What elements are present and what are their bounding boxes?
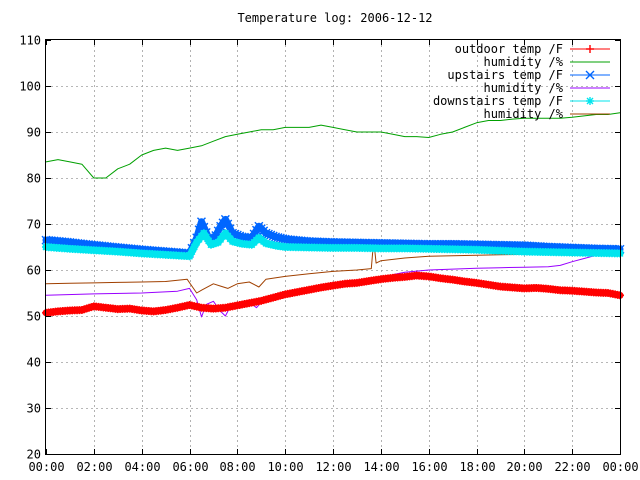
y-tick-label: 100 — [19, 80, 41, 94]
data-point — [232, 230, 242, 240]
series-4-downstairs-temp-f — [42, 229, 624, 261]
data-point — [190, 243, 199, 251]
plot-frame — [45, 39, 621, 455]
legend-entry: upstairs temp /F — [447, 68, 610, 82]
data-point — [209, 239, 218, 248]
y-tick-label: 50 — [27, 310, 41, 324]
data-point — [261, 228, 271, 238]
y-tick-label: 110 — [19, 34, 41, 48]
x-tick-label: 12:00 — [315, 460, 351, 474]
y-axis: 20 30 40 50 60 70 80 90 100 110 — [19, 34, 41, 462]
series-1-humidity — [45, 112, 621, 179]
data-point — [199, 229, 208, 238]
x-tick-label: 06:00 — [172, 460, 208, 474]
y-tick-label: 40 — [27, 356, 41, 370]
series-5-humidity — [45, 239, 621, 294]
y-tick-label: 60 — [27, 264, 41, 278]
data-point — [185, 252, 194, 261]
legend-label: humidity /% — [484, 55, 564, 69]
data-point — [266, 230, 276, 240]
y-tick-label: 30 — [27, 402, 41, 416]
data-point — [211, 239, 220, 248]
series-line — [45, 112, 621, 179]
legend-label: humidity /% — [484, 107, 564, 121]
legend-label: downstairs temp /F — [433, 94, 563, 108]
x-tick-label: 18:00 — [459, 460, 495, 474]
x-tick-label: 10:00 — [267, 460, 303, 474]
x-tick-label: 08:00 — [219, 460, 255, 474]
data-point — [263, 229, 273, 239]
tick-marks — [46, 40, 621, 455]
series-layer — [41, 112, 625, 318]
x-tick-label: 20:00 — [506, 460, 542, 474]
chart-title: Temperature log: 2006-12-12 — [237, 11, 432, 25]
x-tick-label: 02:00 — [76, 460, 112, 474]
legend-entry: humidity /% — [484, 81, 610, 95]
x-tick-label: 04:00 — [124, 460, 160, 474]
series-line — [45, 239, 621, 294]
series-0-outdoor-temp-f — [42, 271, 624, 317]
legend-entry: humidity /% — [484, 55, 610, 69]
data-point — [220, 214, 230, 224]
data-point — [196, 217, 206, 227]
x-tick-label: 00:00 — [28, 460, 64, 474]
x-tick-label: 00:00 — [602, 460, 638, 474]
data-point — [187, 247, 196, 256]
y-tick-label: 90 — [27, 126, 41, 140]
y-tick-label: 70 — [27, 218, 41, 232]
legend-entry: downstairs temp /F — [433, 94, 610, 108]
x-axis: 00:00 02:00 04:00 06:00 08:00 10:00 12:00 14:00… — [28, 460, 638, 474]
data-point — [207, 240, 216, 249]
y-tick-label: 80 — [27, 172, 41, 186]
legend-entry: humidity /% — [484, 107, 610, 121]
legend-marker — [585, 70, 595, 80]
legend-label: upstairs temp /F — [447, 68, 563, 82]
legend-label: outdoor temp /F — [455, 42, 563, 56]
data-point — [223, 219, 233, 229]
data-point — [199, 222, 209, 232]
data-point — [202, 233, 211, 242]
legend-entry: outdoor temp /F — [455, 42, 610, 56]
data-point — [204, 236, 213, 245]
x-tick-label: 22:00 — [554, 460, 590, 474]
x-tick-label: 16:00 — [411, 460, 447, 474]
legend-marker — [586, 45, 594, 53]
legend-label: humidity /% — [484, 81, 564, 95]
legend-marker — [586, 97, 594, 105]
x-tick-label: 14:00 — [363, 460, 399, 474]
y-tick-label: 20 — [27, 448, 41, 462]
